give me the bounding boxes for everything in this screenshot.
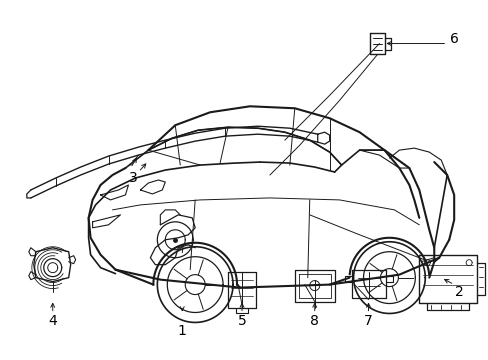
Text: 8: 8	[310, 314, 319, 328]
Text: 6: 6	[449, 32, 458, 46]
Text: 2: 2	[454, 284, 463, 298]
Text: 3: 3	[129, 171, 138, 185]
Text: 7: 7	[364, 314, 372, 328]
Text: 5: 5	[237, 314, 246, 328]
Text: 4: 4	[48, 314, 57, 328]
Text: 1: 1	[178, 324, 186, 338]
